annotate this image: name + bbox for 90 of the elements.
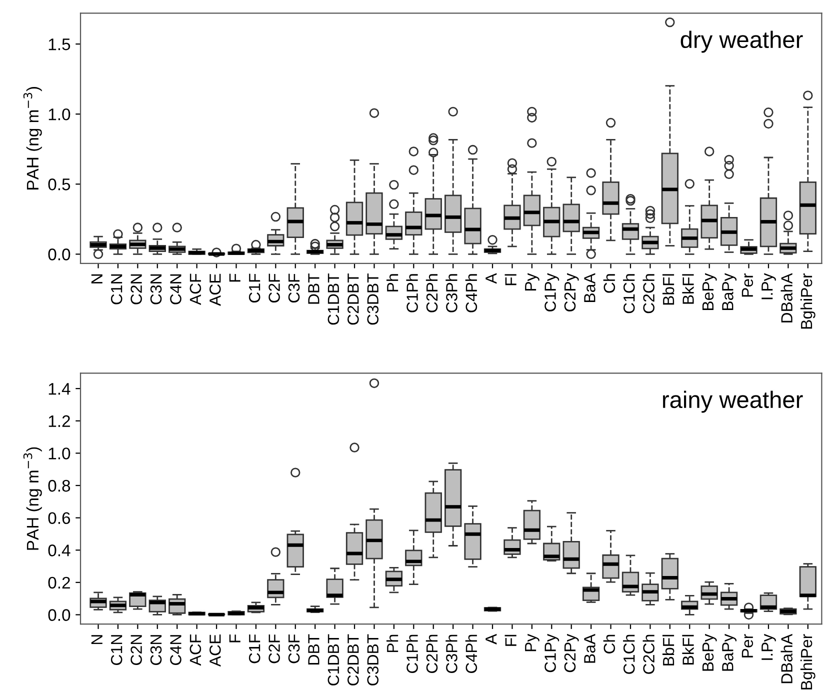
x-tick-label: Per	[742, 634, 754, 658]
x-tick-label: C1Ph	[406, 274, 418, 312]
y-tick-label: 0.2	[48, 576, 70, 589]
x-tick-label: F	[229, 274, 240, 282]
x-tick-label: C4Ph	[465, 634, 478, 673]
y-tick-label: 1.2	[48, 415, 70, 427]
text: rainy weather	[663, 390, 803, 413]
y-tick-label: 1.0	[48, 108, 70, 120]
x-tick-label: C1F	[248, 274, 260, 302]
x-tick-label: C2Ch	[642, 634, 654, 674]
x-tick-label: A	[486, 634, 497, 644]
x-tick-label: F	[229, 634, 240, 642]
x-tick-label: C1Ph	[406, 634, 418, 673]
x-tick-label: BePy	[702, 273, 717, 310]
x-tick-label: C1Ch	[623, 274, 635, 314]
x-tick-label: C1N	[110, 635, 122, 665]
x-tick-label: ACE	[210, 634, 221, 667]
x-tick-label: C2Ch	[642, 274, 654, 314]
x-tick-label: C4N	[170, 635, 182, 665]
x-tick-label: C4Ph	[465, 274, 478, 312]
x-tick-label: C2N	[130, 274, 142, 304]
x-tick-label: N	[91, 274, 102, 284]
y-tick-label: 1.0	[48, 448, 70, 460]
x-tick-label: C3F	[288, 274, 300, 302]
y-tick-label: 1.4	[48, 383, 70, 395]
x-tick-label: Fl	[504, 634, 516, 646]
x-tick-label: A	[486, 273, 497, 284]
x-tick-label: C1Py	[544, 634, 560, 672]
x-tick-label: C3DBT	[367, 273, 379, 325]
x-tick-label: C1DBT	[328, 634, 340, 686]
x-tick-label: BaA	[584, 273, 596, 302]
x-tick-label: C3DBT	[367, 634, 379, 686]
x-tick-label: Ch	[603, 634, 616, 654]
x-tick-label: C2Ph	[426, 634, 438, 673]
x-tick-label: C2DBT	[347, 273, 359, 325]
x-tick-label: BaPy	[722, 634, 736, 671]
x-tick-label: C4N	[170, 274, 182, 304]
x-tick-label: N	[91, 635, 102, 644]
x-tick-label: Py	[525, 273, 540, 290]
x-tick-label: C2F	[268, 274, 280, 302]
x-tick-label: BkFl	[682, 274, 694, 304]
x-tick-label: DBahA	[780, 273, 792, 322]
x-tick-label: Py	[525, 634, 540, 652]
y-tick-label: 0.0	[48, 248, 70, 260]
x-tick-label: C1DBT	[328, 273, 340, 325]
x-tick-label: Ch	[603, 274, 616, 293]
x-tick-label: I.Py	[762, 634, 776, 660]
x-tick-label: C2Ph	[426, 274, 438, 312]
y-tick-label: 1.5	[48, 38, 70, 50]
x-tick-label: C2Py	[564, 634, 579, 672]
x-tick-label: Per	[742, 273, 754, 297]
x-tick-label: ACF	[190, 634, 202, 666]
y-tick-label: 0.6	[48, 512, 70, 524]
x-tick-label: Ph	[386, 634, 398, 652]
x-tick-label: C3N	[150, 274, 162, 304]
y-tick-label: 0.5	[48, 178, 70, 190]
x-tick-label: DBahA	[780, 634, 792, 684]
x-tick-label: BaA	[584, 634, 596, 663]
x-tick-label: I.Py	[762, 273, 776, 300]
x-tick-label: DBT	[308, 634, 320, 664]
x-tick-label: C3Ph	[446, 274, 458, 312]
x-tick-label: BbFl	[662, 274, 674, 305]
x-tick-label: BghiPer	[800, 273, 816, 329]
x-tick-label: ACE	[210, 274, 221, 306]
x-tick-label: C3F	[288, 634, 300, 664]
x-tick-label: BaPy	[722, 273, 736, 310]
text: dry weather	[680, 30, 803, 53]
x-tick-label: C1F	[248, 634, 260, 664]
x-tick-label: DBT	[308, 273, 320, 304]
x-tick-label: Ph	[386, 274, 398, 292]
x-tick-label: C1Ch	[623, 634, 635, 674]
x-tick-label: ACF	[190, 274, 202, 306]
y-axis-title: PAH (ng m$^{−3}$)	[23, 86, 42, 190]
y-tick-label: 0.4	[48, 544, 70, 556]
x-tick-label: C2N	[130, 635, 142, 665]
x-tick-label: BkFl	[682, 634, 694, 664]
y-tick-label: 0.8	[48, 480, 70, 492]
x-tick-label: C3N	[150, 635, 162, 665]
x-tick-label: Fl	[504, 274, 516, 286]
y-axis-title: PAH (ng m$^{−3}$)	[23, 447, 42, 550]
x-tick-label: BbFl	[662, 634, 674, 666]
x-tick-label: C1Py	[544, 273, 560, 312]
x-tick-label: C2F	[268, 634, 280, 664]
x-tick-label: C1N	[110, 274, 122, 304]
x-tick-label: BePy	[702, 634, 717, 671]
y-tick-label: 0.0	[48, 609, 70, 621]
x-tick-label: C2DBT	[347, 634, 359, 686]
x-tick-label: C2Py	[564, 273, 579, 312]
x-tick-label: BghiPer	[800, 634, 816, 690]
x-tick-label: C3Ph	[446, 634, 458, 673]
